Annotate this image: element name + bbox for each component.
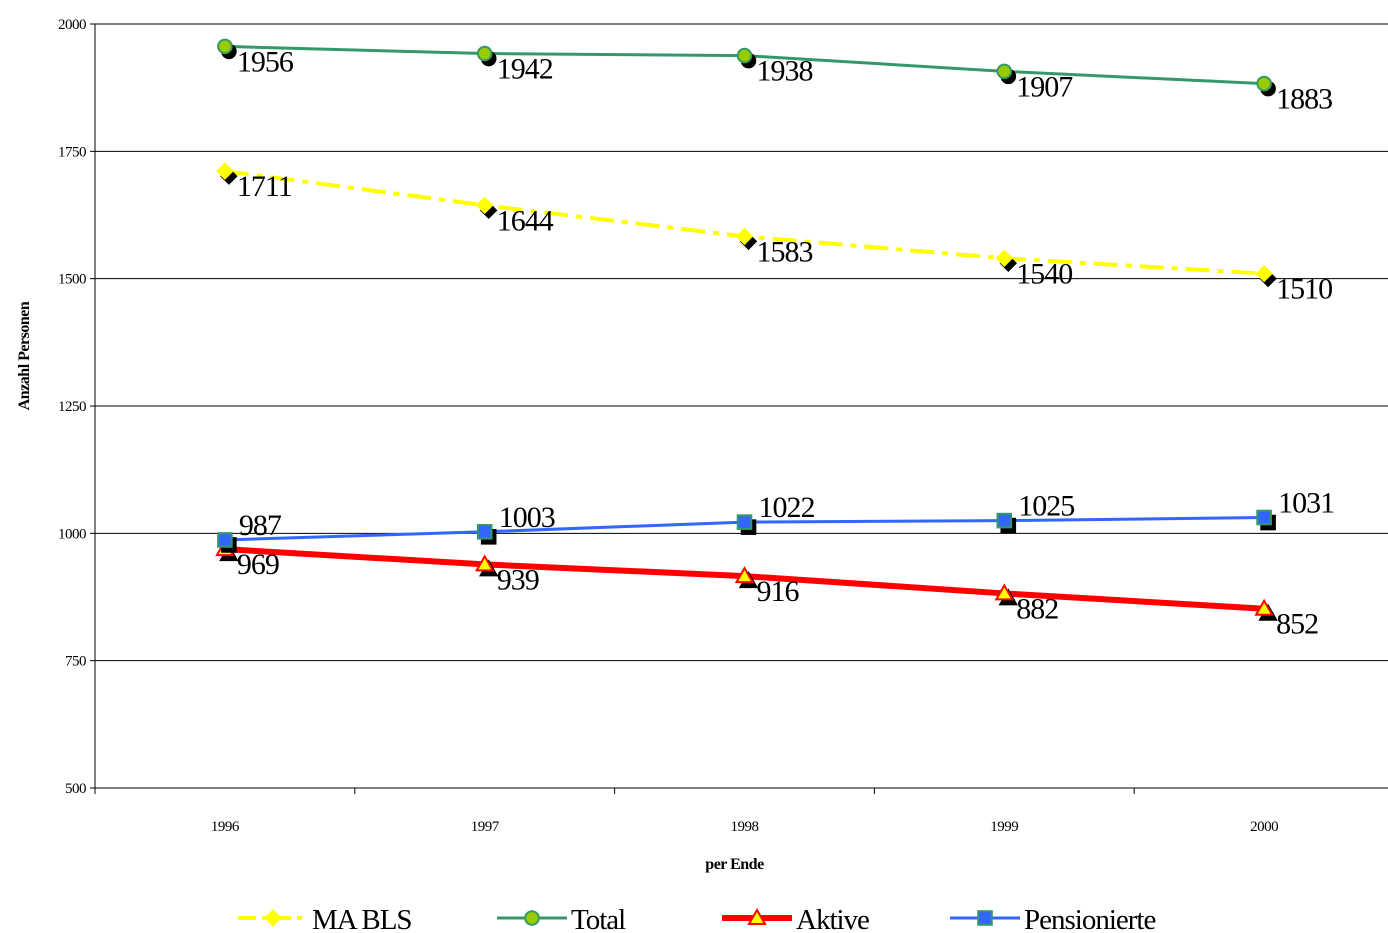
data-point [524, 910, 540, 926]
data-point [1255, 264, 1273, 283]
data-label: 916 [757, 575, 800, 608]
data-point [735, 227, 754, 246]
y-tick-label: 2000 [58, 17, 86, 33]
x-tick-label: 2000 [1250, 819, 1278, 835]
legend-item: MA BLS [238, 904, 413, 933]
y-tick-label: 750 [65, 654, 86, 670]
data-point [475, 196, 494, 215]
data-point [996, 63, 1013, 80]
series-line [224, 169, 1265, 276]
data-label: 1031 [1278, 487, 1334, 520]
data-point [747, 907, 767, 925]
data-label: 1711 [237, 170, 292, 203]
chart-data-labels: 1711 1644 1583 1540 1510 1956 1942 1938 1907 1883… [237, 45, 1335, 641]
y-axis-title: Anzahl Personen [16, 301, 33, 410]
data-point [994, 583, 1015, 601]
series-aktive [215, 539, 1278, 621]
y-tick-label: 1250 [58, 399, 86, 415]
data-label: 1883 [1276, 83, 1332, 116]
legend-item: Aktive [722, 904, 870, 933]
data-point [736, 514, 753, 530]
data-point [996, 512, 1013, 529]
chart-axes: 500 750 1000 1250 1500 1750 2000 1996 1997 1998 19… [58, 17, 1388, 835]
data-point [216, 162, 234, 180]
data-point [474, 554, 495, 572]
data-label: 1540 [1016, 257, 1072, 290]
data-point [264, 909, 282, 927]
legend-item: Total [497, 904, 627, 933]
data-label: 1942 [497, 53, 553, 86]
data-point [217, 38, 233, 55]
data-point [1254, 598, 1274, 616]
series-pensionierte [217, 509, 1276, 553]
chart-series [215, 38, 1278, 621]
legend-item: Pensionierte [950, 904, 1156, 933]
data-label: 1003 [499, 501, 555, 534]
data-label: 1907 [1016, 70, 1073, 103]
data-label: 1938 [757, 55, 813, 88]
data-point [217, 532, 233, 548]
data-label: 987 [239, 509, 282, 542]
legend-label: Aktive [796, 904, 869, 933]
x-tick-label: 1998 [731, 819, 759, 835]
data-point [476, 45, 493, 62]
legend-label: Pensionierte [1024, 904, 1155, 933]
x-tick-label: 1996 [211, 819, 240, 835]
data-point [734, 566, 755, 584]
x-tick-label: 1999 [990, 819, 1018, 835]
chart-legend: MA BLS Total Aktive Pensionierte [238, 904, 1156, 933]
data-point [736, 47, 753, 64]
data-label: 1510 [1276, 273, 1332, 306]
data-label: 969 [237, 548, 279, 581]
series-total [217, 38, 1276, 97]
y-tick-label: 1500 [58, 272, 86, 288]
series-ma-bls [216, 162, 1277, 288]
data-label: 1025 [1018, 490, 1074, 523]
y-tick-label: 500 [65, 781, 86, 797]
data-point [476, 524, 493, 540]
data-label: 1956 [237, 45, 294, 78]
y-tick-label: 1000 [58, 526, 86, 542]
data-point [1256, 75, 1272, 92]
data-label: 882 [1016, 592, 1058, 625]
data-label: 1583 [757, 235, 813, 268]
x-tick-label: 1997 [471, 819, 500, 835]
legend-label: Total [571, 904, 626, 933]
data-point [995, 249, 1014, 268]
data-label: 939 [497, 563, 539, 596]
data-label: 852 [1276, 608, 1318, 641]
legend-label: MA BLS [312, 904, 412, 933]
x-axis-title: per Ende [705, 856, 764, 873]
data-label: 1022 [759, 491, 815, 524]
chart-gridlines [95, 23, 1388, 662]
data-label: 1644 [497, 204, 554, 237]
data-point [1256, 509, 1272, 526]
y-tick-label: 1750 [58, 144, 86, 160]
data-point [977, 910, 993, 926]
